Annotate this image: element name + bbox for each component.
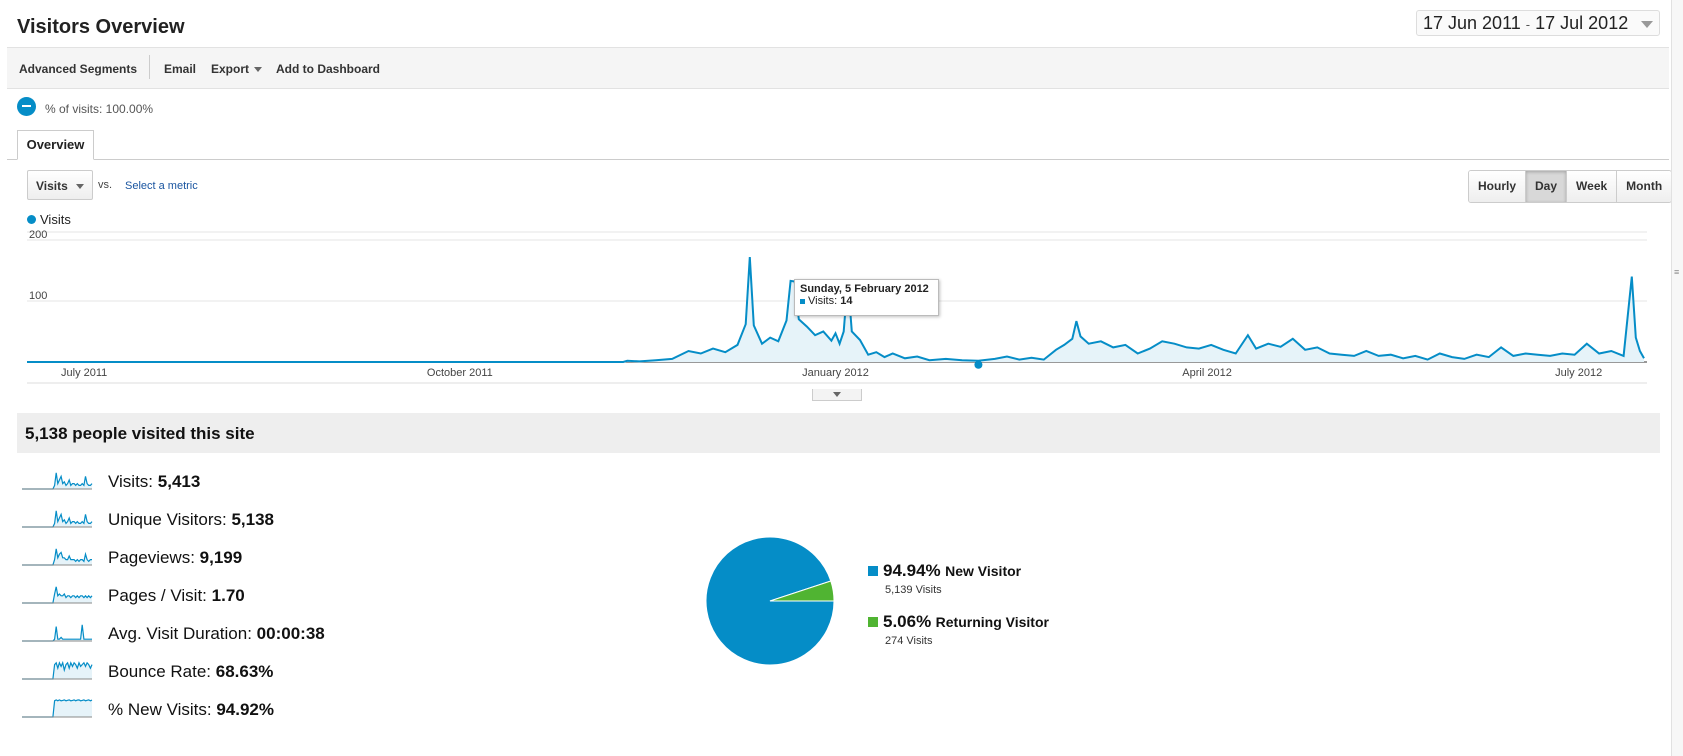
metric-name: Pages / Visit: — [108, 586, 212, 605]
metric-value: 9,199 — [199, 548, 243, 567]
visits-line — [27, 257, 1645, 363]
pie-legend-returning-visitor[interactable]: 5.06% Returning Visitor 274 Visits — [868, 612, 1049, 647]
granularity-month-button[interactable]: Month — [1617, 171, 1672, 202]
export-label: Export — [211, 62, 250, 76]
x-tick-label: July 2011 — [61, 367, 107, 379]
metric-name: Avg. Visit Duration: — [108, 624, 257, 643]
metric-label: Avg. Visit Duration: 00:00:38 — [108, 624, 325, 644]
metric-name: Unique Visitors: — [108, 510, 232, 529]
scrollbar-grip-icon[interactable]: ≡ — [1674, 267, 1680, 277]
date-start: 17 Jun 2011 — [1423, 13, 1521, 33]
summary-title: 5,138 people visited this site — [25, 424, 255, 443]
chevron-down-icon — [76, 184, 84, 189]
metric-dropdown[interactable]: Visits — [27, 170, 93, 200]
date-separator: - — [1525, 17, 1531, 32]
series-square-icon — [800, 298, 805, 304]
metric-value: 1.70 — [211, 586, 245, 605]
sparkline-unique-visitors — [22, 510, 93, 528]
sparkline-fill — [22, 662, 92, 679]
new-visitor-label: New Visitor — [945, 563, 1022, 579]
granularity-toggle: Hourly Day Week Month — [1468, 170, 1673, 203]
tooltip-value-row: Visits: 14 — [800, 295, 933, 307]
sparkline-percent-new-visits — [22, 699, 93, 718]
metric-dropdown-label: Visits — [36, 179, 68, 193]
segment-pie-icon[interactable] — [17, 97, 36, 116]
returning-visitor-swatch — [868, 617, 878, 627]
email-button[interactable]: Email — [164, 62, 197, 76]
new-visitor-percent: 94.94% — [883, 561, 941, 580]
metric-name: Bounce Rate: — [108, 662, 216, 681]
tooltip-date: Sunday, 5 February 2012 — [800, 283, 929, 295]
x-tick-label: October 2011 — [427, 367, 493, 379]
metric-value: 94.92% — [216, 700, 274, 719]
toolbar-divider — [149, 55, 150, 79]
chart-legend: Visits — [27, 212, 71, 227]
sparkline-visits — [22, 472, 93, 490]
granularity-week-button[interactable]: Week — [1567, 171, 1618, 202]
advanced-segments-button[interactable]: Advanced Segments — [19, 62, 138, 76]
export-button[interactable]: Export — [211, 62, 263, 76]
visitor-type-pie-chart[interactable] — [705, 536, 835, 666]
metric-label: Pages / Visit: 1.70 — [108, 586, 245, 606]
x-axis: July 2011 October 2011 January 2012 April 2… — [61, 367, 1602, 379]
y-tick-label: 200 — [29, 229, 47, 241]
metric-label: Unique Visitors: 5,138 — [108, 510, 274, 530]
metric-name: Pageviews: — [108, 548, 200, 567]
returning-visitor-percent: 5.06% — [883, 612, 932, 631]
metric-value: 5,138 — [231, 510, 275, 529]
segment-percent-label: % of visits: 100.00% — [45, 102, 154, 116]
vertical-scrollbar[interactable] — [1671, 0, 1683, 756]
y-tick-label: 100 — [29, 290, 47, 302]
pie-slice-returning-visitor — [769, 580, 835, 602]
select-metric-link[interactable]: Select a metric — [125, 180, 198, 192]
granularity-hourly-button[interactable]: Hourly — [1469, 171, 1527, 202]
tooltip-metric: Visits — [808, 295, 835, 307]
tab-divider — [7, 159, 1669, 160]
chart-collapse-handle[interactable] — [812, 389, 862, 401]
metric-label: Visits: 5,413 — [108, 472, 200, 492]
pie-legend-new-visitor[interactable]: 94.94% New Visitor 5,139 Visits — [868, 561, 1021, 596]
vs-label: vs. — [98, 179, 113, 191]
tab-overview[interactable]: Overview — [17, 130, 94, 160]
sparkline-pages-per-visit — [22, 586, 93, 604]
chart-tooltip: Sunday, 5 February 2012 Visits: 14 — [794, 279, 939, 316]
metric-name: Visits: — [108, 472, 158, 491]
chevron-down-icon — [1641, 21, 1653, 28]
metric-name: % New Visits: — [108, 700, 217, 719]
page-title: Visitors Overview — [17, 16, 185, 38]
visits-area-fill — [27, 257, 1644, 362]
hover-point-marker — [974, 360, 983, 369]
sparkline-bounce-rate — [22, 660, 93, 680]
sparkline-avg-visit-duration — [22, 624, 92, 642]
new-visitor-swatch — [868, 566, 878, 576]
x-tick-label: July 2012 — [1555, 367, 1602, 379]
metric-value: 00:00:38 — [256, 624, 325, 643]
sparkline-fill — [22, 699, 92, 717]
sparkline-pageviews — [22, 548, 92, 566]
report-toolbar: Advanced Segments Email Export Add to Da… — [7, 47, 1669, 89]
returning-visitor-visits: 274 Visits — [885, 635, 933, 647]
metric-label: Bounce Rate: 68.63% — [108, 662, 273, 682]
summary-header — [17, 413, 1660, 453]
granularity-day-button[interactable]: Day — [1526, 171, 1568, 202]
pie-slice-new-visitor — [705, 536, 835, 666]
legend-series-label: Visits — [40, 212, 71, 227]
new-visitor-visits: 5,139 Visits — [885, 584, 942, 596]
x-tick-label: April 2012 — [1182, 367, 1232, 379]
legend-dot-icon — [27, 215, 36, 224]
metric-value: 5,413 — [157, 472, 201, 491]
metric-label: % New Visits: 94.92% — [108, 700, 274, 720]
date-end: 17 Jul 2012 — [1535, 13, 1629, 33]
tooltip-value: 14 — [840, 295, 853, 307]
metric-label: Pageviews: 9,199 — [108, 548, 242, 568]
metric-value: 68.63% — [215, 662, 274, 681]
sparkline-fill — [22, 586, 92, 603]
chevron-down-icon — [254, 67, 263, 73]
date-range-picker[interactable]: 17 Jun 2011 - 17 Jul 2012 — [1416, 10, 1660, 36]
visits-series — [27, 257, 1645, 369]
x-tick-label: January 2012 — [802, 367, 869, 379]
returning-visitor-label: Returning Visitor — [935, 614, 1049, 630]
add-to-dashboard-button[interactable]: Add to Dashboard — [276, 62, 380, 76]
